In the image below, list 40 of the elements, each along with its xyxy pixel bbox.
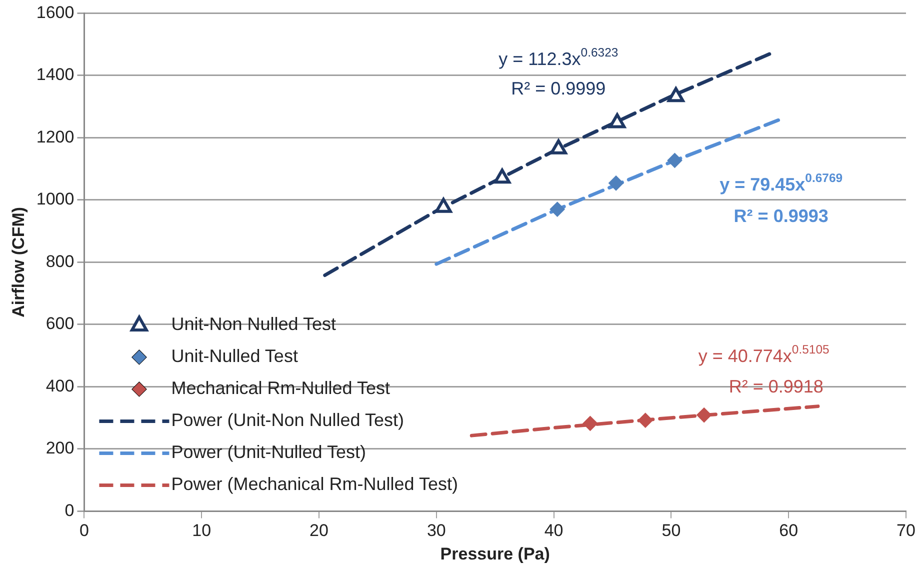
point [608, 176, 624, 191]
y-tick-label: 0 [64, 500, 74, 520]
y-tick-label: 600 [46, 314, 74, 334]
y-tick-label: 1400 [36, 65, 74, 84]
y-tick-label: 200 [46, 438, 74, 458]
x-tick-label: 40 [544, 521, 564, 540]
annotation: R² = 0.9999 [511, 78, 606, 98]
legend-label: Power (Unit-Non Nulled Test) [171, 410, 404, 430]
legend-label: Unit-Nulled Test [171, 346, 298, 366]
point [494, 168, 511, 184]
line-series [470, 404, 820, 438]
x-axis-title: Pressure (Pa) [440, 544, 550, 564]
point [582, 416, 598, 431]
point [667, 152, 682, 168]
x-tick-label: 10 [192, 521, 212, 540]
legend-label: Mechanical Rm-Nulled Test [171, 378, 390, 398]
x-tick-label: 60 [779, 521, 798, 540]
y-tick-label: 800 [46, 252, 74, 271]
y-tick-label: 400 [46, 376, 74, 396]
point [550, 202, 565, 217]
point [638, 412, 653, 428]
x-tick-label: 20 [310, 521, 328, 540]
point [667, 87, 684, 102]
x-tick-label: 30 [426, 521, 446, 540]
annotation: R² = 0.9993 [734, 206, 828, 226]
point [435, 198, 452, 213]
legend-label: Power (Mechanical Rm-Nulled Test) [171, 474, 458, 494]
point [696, 408, 712, 423]
annotation: R² = 0.9918 [728, 376, 824, 397]
point [550, 139, 567, 154]
y-tick-label: 1200 [36, 127, 74, 146]
y-tick-label: 1000 [36, 190, 74, 209]
point [608, 113, 626, 128]
y-tick-label: 1600 [36, 2, 74, 22]
y-axis-title: Airflow (CFM) [8, 206, 28, 318]
legend-label: Unit-Non Nulled Test [171, 314, 336, 334]
x-tick-label: 70 [896, 521, 916, 540]
legend-label: Power (Unit-Nulled Test) [171, 442, 366, 462]
x-tick-label: 0 [79, 521, 89, 540]
x-tick-label: 50 [662, 521, 681, 540]
